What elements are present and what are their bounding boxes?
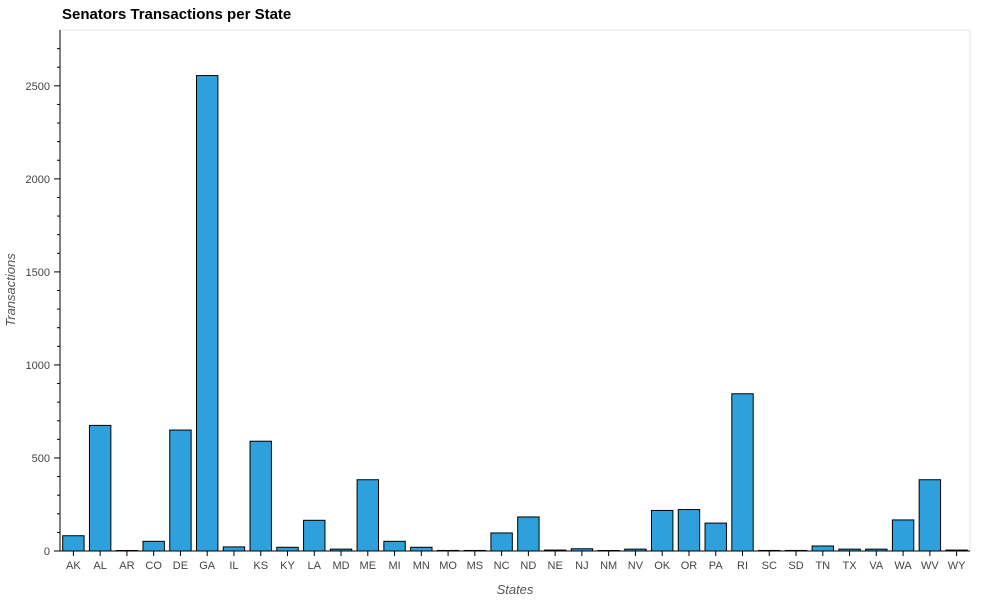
- x-tick-label: NJ: [575, 560, 588, 572]
- bar-TN: [811, 545, 835, 552]
- x-tick-label: IL: [229, 560, 238, 572]
- x-tick-label: PA: [709, 560, 724, 572]
- y-axis-label: Transactions: [3, 253, 18, 327]
- x-tick-label: OK: [654, 560, 671, 572]
- x-tick-label: CO: [145, 560, 162, 572]
- y-axis: 0 500 1000 1500 2000 2500: [26, 30, 61, 558]
- x-tick-label: SD: [788, 560, 803, 572]
- bar-ND: [517, 516, 540, 552]
- y-tick-label: 500: [32, 453, 50, 465]
- x-tick-label: TN: [815, 560, 830, 572]
- x-tick-label: MI: [388, 560, 400, 572]
- bars-group: [62, 75, 968, 552]
- x-tick-label: ME: [360, 560, 377, 572]
- x-tick-label: NM: [600, 560, 617, 572]
- y-tick-label: 1000: [26, 360, 50, 372]
- bar-KS: [249, 440, 272, 552]
- x-tick-label: AL: [93, 560, 106, 572]
- bar-OK: [651, 509, 674, 552]
- bar-RI: [731, 393, 754, 552]
- x-tick-label: SC: [762, 560, 777, 572]
- x-tick-label: GA: [199, 560, 216, 572]
- bar-MI: [383, 540, 406, 552]
- bar-MN: [410, 546, 433, 552]
- bar-GA: [196, 75, 219, 552]
- x-tick-label: NC: [494, 560, 510, 572]
- bar-KY: [276, 546, 299, 552]
- bar-DE: [169, 429, 192, 552]
- bar-IL: [222, 546, 246, 552]
- y-tick-label: 1500: [26, 267, 50, 279]
- x-tick-label: AR: [119, 560, 134, 572]
- y-tick-label: 0: [44, 546, 50, 558]
- x-tick-label: WV: [921, 560, 939, 572]
- x-axis: AK AL AR CO DE GA IL KS KY LA MD ME MI MN MO MS NC ND NE NJ…: [60, 550, 970, 572]
- x-axis-label: States: [497, 582, 534, 597]
- x-tick-label: TX: [843, 560, 858, 572]
- bar-NC: [490, 532, 513, 552]
- bar-AL: [88, 424, 112, 552]
- x-tick-label: LA: [308, 560, 322, 572]
- bar-WA: [891, 519, 915, 552]
- y-tick-label: 2500: [26, 81, 50, 93]
- x-tick-label: MO: [439, 560, 457, 572]
- x-tick-label: VA: [869, 560, 884, 572]
- chart-title: Senators Transactions per State: [62, 6, 292, 23]
- x-tick-label: NE: [548, 560, 563, 572]
- bar-WV: [918, 479, 942, 552]
- x-tick-label: NV: [628, 560, 644, 572]
- x-tick-label: MN: [413, 560, 430, 572]
- y-tick-label: 2000: [26, 174, 50, 186]
- x-tick-label: AK: [66, 560, 81, 572]
- bar-LA: [303, 519, 326, 552]
- x-tick-label: KY: [280, 560, 295, 572]
- x-tick-label: ND: [520, 560, 536, 572]
- x-tick-label: WA: [894, 560, 912, 572]
- x-tick-label: WY: [948, 560, 966, 572]
- bar-OR: [677, 509, 701, 552]
- x-tick-label: DE: [173, 560, 188, 572]
- x-tick-label: OR: [681, 560, 698, 572]
- x-tick-label: RI: [737, 560, 748, 572]
- bar-AK: [62, 535, 85, 552]
- x-tick-label: MD: [332, 560, 349, 572]
- bar-PA: [704, 522, 727, 552]
- x-tick-label: KS: [253, 560, 268, 572]
- bar-CO: [142, 540, 165, 552]
- x-tick-label: MS: [467, 560, 484, 572]
- bar-ME: [356, 479, 379, 552]
